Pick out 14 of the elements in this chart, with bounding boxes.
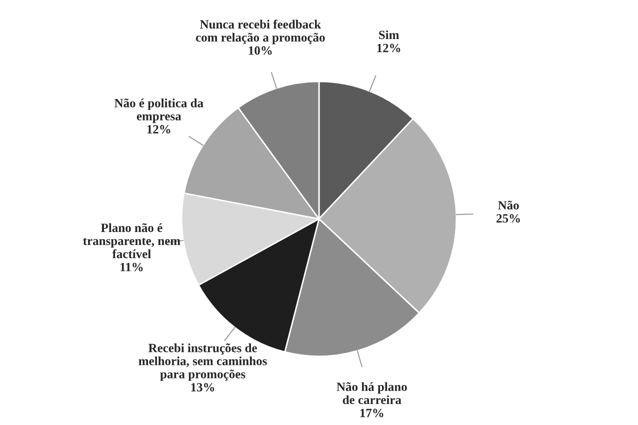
data-label: 12% (147, 125, 170, 134)
data-label: 12% (377, 44, 400, 52)
data-label: 10% (248, 46, 272, 55)
slice-label: Plano não é transparente, nem factível (83, 223, 180, 258)
data-label: 25% (496, 214, 520, 223)
slice-label: Não é politica da empresa (114, 98, 204, 123)
slice-label: Recebi instruções de melhoria, sem caminhos para promoções (138, 343, 267, 381)
data-label: 17% (360, 408, 384, 418)
data-label: 13% (191, 383, 214, 392)
data-label: 11% (120, 262, 143, 272)
slice-label: Não (498, 200, 519, 210)
slice-label: Nunca recebi feedback com relação a promoção (196, 20, 325, 44)
slice-label: Não há plano de carreira (336, 382, 407, 404)
slice-label: Sim (379, 30, 400, 40)
